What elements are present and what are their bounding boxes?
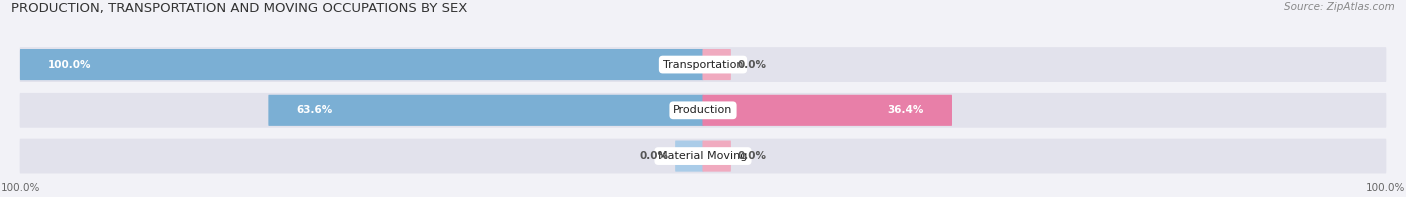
Text: 36.4%: 36.4%	[887, 105, 924, 115]
FancyBboxPatch shape	[703, 95, 952, 126]
FancyBboxPatch shape	[20, 47, 1386, 82]
FancyBboxPatch shape	[675, 140, 703, 172]
Text: Production: Production	[673, 105, 733, 115]
Text: Source: ZipAtlas.com: Source: ZipAtlas.com	[1284, 2, 1395, 12]
FancyBboxPatch shape	[703, 140, 731, 172]
Text: PRODUCTION, TRANSPORTATION AND MOVING OCCUPATIONS BY SEX: PRODUCTION, TRANSPORTATION AND MOVING OC…	[11, 2, 468, 15]
Text: Material Moving: Material Moving	[658, 151, 748, 161]
FancyBboxPatch shape	[703, 49, 731, 80]
Text: 0.0%: 0.0%	[737, 151, 766, 161]
Text: 63.6%: 63.6%	[297, 105, 332, 115]
Text: 0.0%: 0.0%	[640, 151, 669, 161]
FancyBboxPatch shape	[20, 49, 703, 80]
FancyBboxPatch shape	[20, 93, 1386, 128]
Text: 0.0%: 0.0%	[737, 59, 766, 70]
FancyBboxPatch shape	[20, 139, 1386, 174]
Text: 100.0%: 100.0%	[48, 59, 91, 70]
FancyBboxPatch shape	[269, 95, 703, 126]
Text: Transportation: Transportation	[662, 59, 744, 70]
